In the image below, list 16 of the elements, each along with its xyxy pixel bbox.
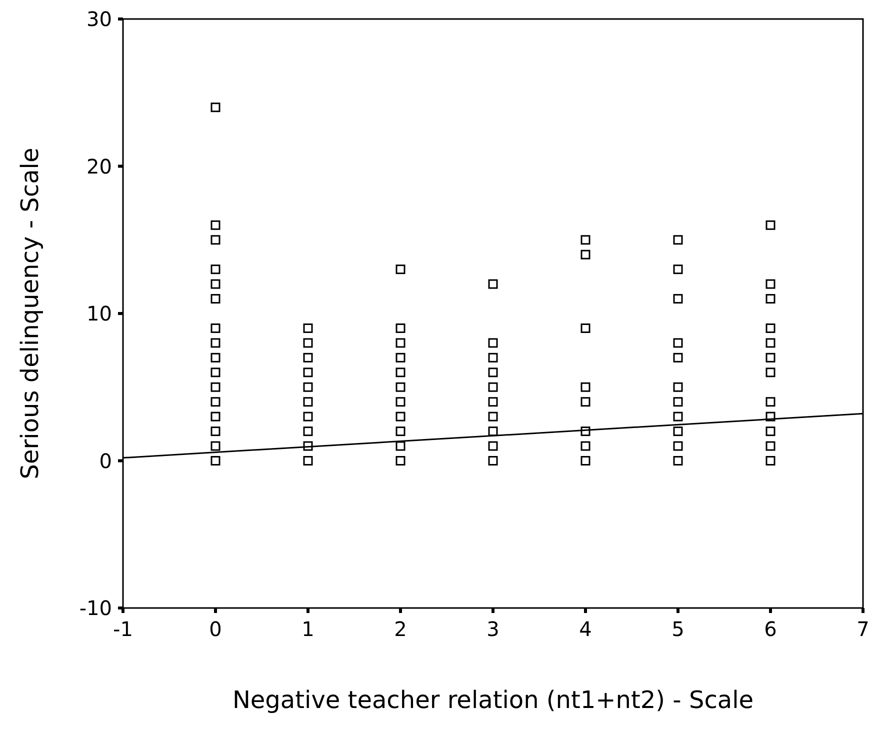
x-tick-label: 7 [856, 617, 870, 641]
y-tick-label: -10 [79, 596, 112, 620]
y-axis-title: Serious delinquency - Scale [16, 148, 44, 480]
x-tick-label: -1 [113, 617, 133, 641]
x-tick-label: 4 [579, 617, 592, 641]
x-tick-label: 3 [486, 617, 500, 641]
y-tick-label: 20 [86, 154, 112, 178]
x-tick-label: 6 [764, 617, 777, 641]
y-tick-label: 30 [86, 7, 112, 31]
y-tick-label: 10 [86, 302, 112, 326]
x-tick-label: 1 [302, 617, 314, 641]
x-tick-label: 5 [672, 617, 684, 641]
x-axis-title: Negative teacher relation (nt1+nt2) - Scale [232, 686, 754, 714]
x-tick-label: 2 [394, 617, 407, 641]
y-tick-label: 0 [99, 448, 112, 473]
x-tick-label: 0 [209, 617, 222, 641]
